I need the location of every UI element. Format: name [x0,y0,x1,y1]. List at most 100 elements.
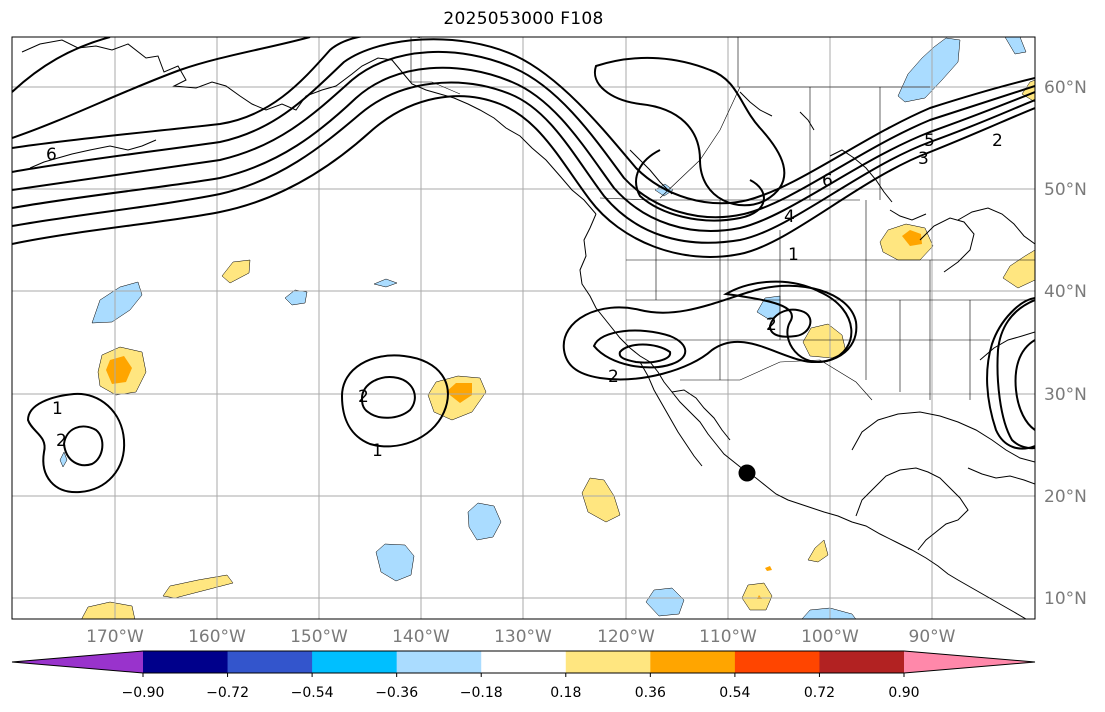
contour [340,354,449,448]
longitude-labels: 170°W 160°W 150°W 140°W 130°W 120°W 110°… [86,627,956,647]
map-title: 2025053000 F108 [443,9,604,29]
contour-label: 4 [784,207,795,227]
contour-label: 5 [924,131,935,151]
contour [996,299,1035,450]
yellow-patch [1002,249,1035,289]
contour [62,425,104,467]
contour-label: 6 [822,171,833,191]
contour [12,37,311,139]
contour [12,66,1035,232]
blue-patch [645,587,685,617]
contour [618,343,672,364]
yellow-patch [1021,79,1035,103]
blue-patch [284,289,308,306]
latitude-labels: 60°N 50°N 40°N 30°N 20°N 10°N [1044,78,1087,609]
contour-lines [12,37,1035,494]
lon-label: 90°W [909,627,956,647]
yellow-patch [802,323,847,359]
contour [12,37,420,149]
colorbar-segment [396,651,482,673]
orange-patch [902,230,922,246]
colorbar-segment [143,651,229,673]
colorbar-segment [734,651,820,673]
shaded-field [59,37,1035,619]
contour [768,308,812,338]
coastlines [21,39,1035,619]
colorbar-tick-label: 0.72 [804,685,835,701]
blue-patch [801,607,857,619]
contour-label: 2 [56,431,67,451]
colorbar-segment [565,651,651,673]
colorbar-segment [312,651,398,673]
colorbar-tick-label: 0.18 [550,685,581,701]
yellow-patch [81,601,136,619]
colorbar-segments [12,651,1035,673]
colorbar-tick-label: −0.18 [460,685,503,701]
contour-label: 1 [52,399,63,419]
colorbar-tick-label: −0.36 [375,685,418,701]
contour-label: 1 [372,441,383,461]
colorbar-tick-label: 0.90 [888,685,919,701]
blue-patch [467,502,502,541]
contour [592,329,687,369]
colorbar-tick-label: 0.36 [635,685,666,701]
blue-patch [373,278,398,288]
contour [1014,339,1035,431]
yellow-patch [741,582,773,611]
lat-label: 10°N [1044,589,1087,609]
colorbar-extend-min [12,651,143,673]
lat-label: 30°N [1044,385,1087,405]
blue-patch [59,451,68,468]
lon-label: 140°W [392,627,450,647]
yellow-patch [807,539,829,563]
map-frame [11,36,1036,620]
lat-label: 50°N [1044,180,1087,200]
contour [12,95,1035,258]
lon-label: 120°W [597,627,655,647]
lat-label: 20°N [1044,487,1087,507]
location-marker [738,464,756,482]
contour [360,376,416,419]
colorbar-segment [481,651,567,673]
colorbar-extend-max [904,651,1035,673]
contour [562,284,858,381]
contour [12,38,1035,205]
contour [722,280,853,363]
lat-label: 60°N [1044,78,1087,98]
colorbar-segment [650,651,736,673]
orange-patch [446,383,472,403]
blue-patch [375,543,415,582]
contour [26,392,126,494]
lon-label: 170°W [86,627,144,647]
yellow-patch [879,223,934,261]
contour-label: 6 [46,145,57,165]
colorbar-tick-label: −0.90 [122,685,165,701]
yellow-patch [221,259,251,284]
contour [593,56,786,207]
contour-label: 1 [788,245,799,265]
lon-label: 130°W [494,627,552,647]
contour [986,297,1035,450]
colorbar-ticks: −0.90 −0.72 −0.54 −0.36 −0.18 0.18 0.36 0.54 0.7… [122,673,920,701]
yellow-patch [581,477,621,523]
contour-label-group: 1 2 1 2 2 1 2 4 6 5 3 2 6 [46,131,1003,461]
contour-label: 2 [608,367,619,387]
orange-patch [106,356,132,384]
colorbar-outline [11,650,1036,674]
contour [12,50,1035,219]
contour-label: 2 [766,315,777,335]
contour [635,149,765,222]
contour-label: 2 [358,387,369,407]
contour-label: 3 [918,149,929,169]
lon-label: 110°W [699,627,757,647]
lon-label: 160°W [188,627,246,647]
blue-patch [91,281,143,324]
colorbar-tick-label: −0.72 [206,685,249,701]
lon-label: 100°W [801,627,859,647]
colorbar-segment [227,651,313,673]
graticule [12,37,1035,619]
lat-label: 40°N [1044,282,1087,302]
orange-patch [765,566,772,571]
colorbar: −0.90 −0.72 −0.54 −0.36 −0.18 0.18 0.36 0.54 0.7… [11,650,1036,701]
blue-patch [1004,37,1027,55]
